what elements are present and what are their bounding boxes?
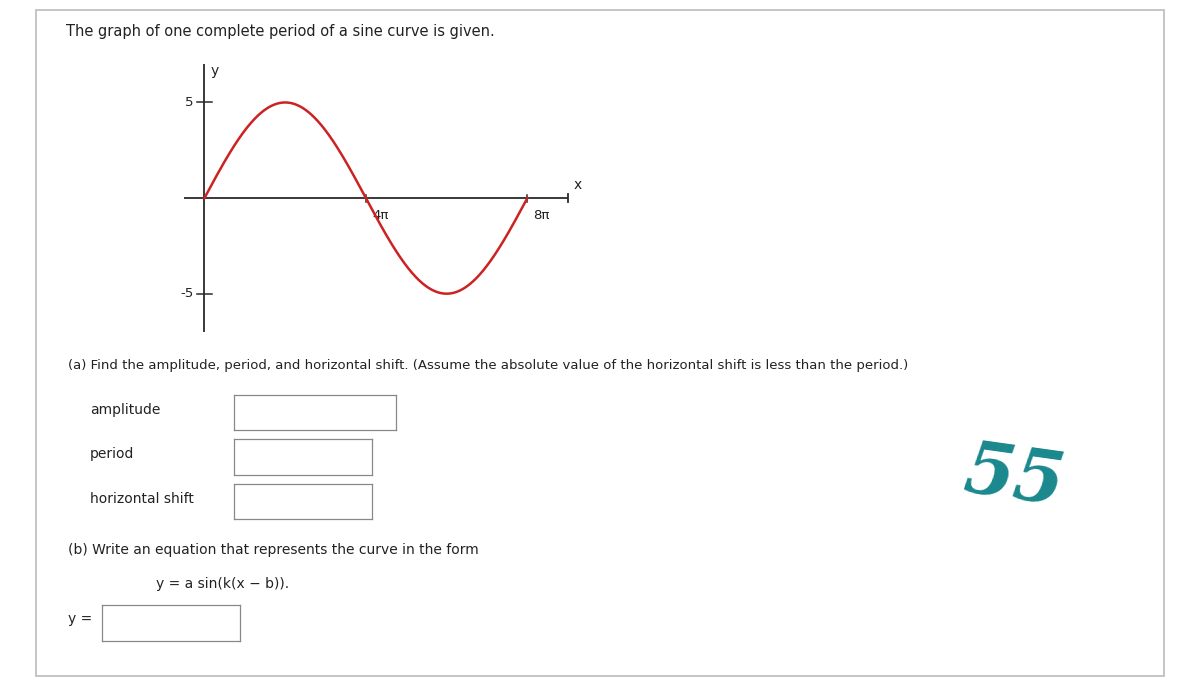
- Text: horizontal shift: horizontal shift: [90, 492, 194, 505]
- Text: 4π: 4π: [372, 208, 389, 221]
- Text: (a) Find the amplitude, period, and horizontal shift. (Assume the absolute value: (a) Find the amplitude, period, and hori…: [68, 359, 908, 372]
- Text: -5: -5: [180, 287, 193, 301]
- Text: y =: y =: [68, 613, 92, 626]
- Text: The graph of one complete period of a sine curve is given.: The graph of one complete period of a si…: [66, 24, 494, 39]
- Text: amplitude: amplitude: [90, 403, 161, 417]
- Text: y: y: [210, 64, 218, 78]
- Text: x: x: [574, 178, 582, 193]
- Text: (b) Write an equation that represents the curve in the form: (b) Write an equation that represents th…: [68, 543, 479, 557]
- Text: period: period: [90, 447, 134, 461]
- Text: 8π: 8π: [534, 208, 550, 221]
- Text: 5: 5: [185, 96, 193, 109]
- Text: 55: 55: [959, 436, 1069, 520]
- Text: y = a sin(k(x − b)).: y = a sin(k(x − b)).: [156, 577, 289, 591]
